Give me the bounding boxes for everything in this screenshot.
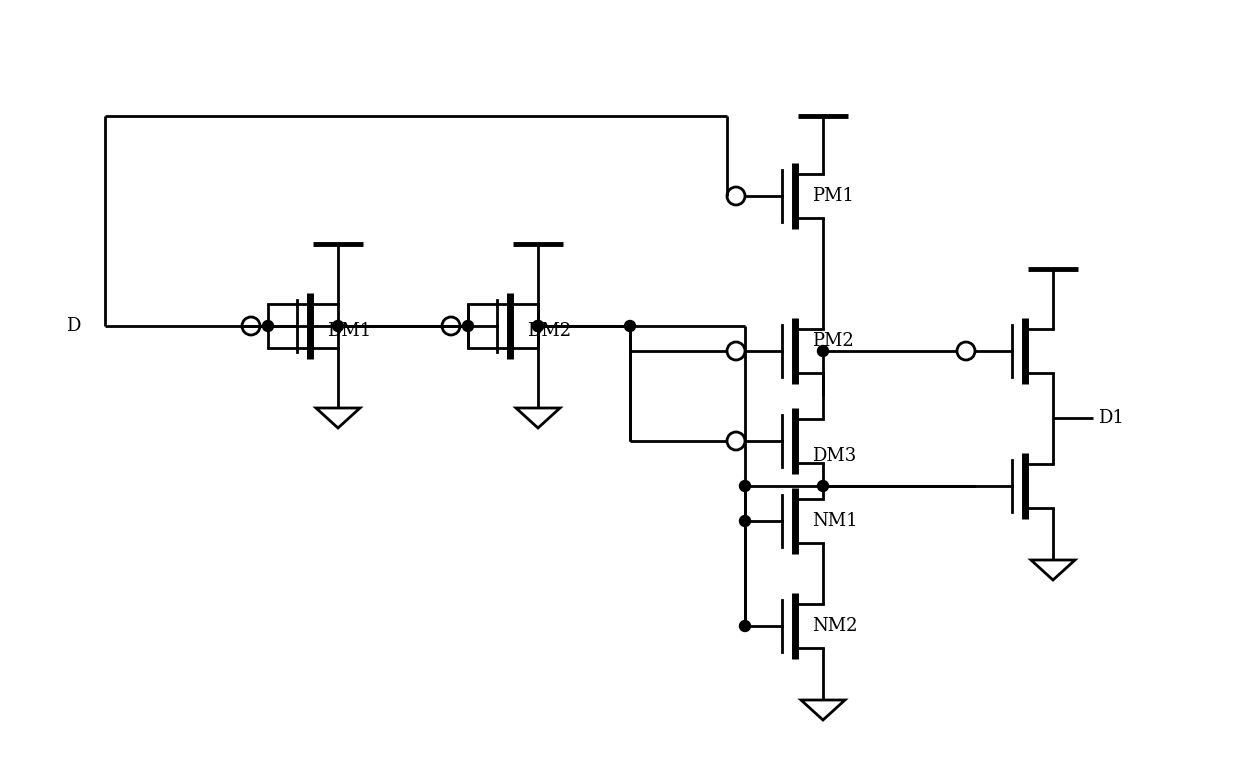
Text: PM1: PM1 xyxy=(812,187,854,205)
Circle shape xyxy=(332,321,343,332)
Circle shape xyxy=(263,321,274,332)
Circle shape xyxy=(532,321,543,332)
Text: DM3: DM3 xyxy=(812,447,857,465)
Circle shape xyxy=(625,321,635,332)
Text: PM2: PM2 xyxy=(812,332,854,350)
Text: DM1: DM1 xyxy=(327,322,371,340)
Circle shape xyxy=(817,345,828,356)
Text: NM1: NM1 xyxy=(812,512,858,530)
Text: NM2: NM2 xyxy=(812,617,858,635)
Circle shape xyxy=(739,480,750,491)
Circle shape xyxy=(739,516,750,527)
Circle shape xyxy=(532,321,543,332)
Text: D1: D1 xyxy=(1097,409,1123,427)
Text: DM2: DM2 xyxy=(527,322,572,340)
Circle shape xyxy=(463,321,474,332)
Text: D: D xyxy=(66,317,81,335)
Circle shape xyxy=(817,480,828,491)
Circle shape xyxy=(739,621,750,631)
